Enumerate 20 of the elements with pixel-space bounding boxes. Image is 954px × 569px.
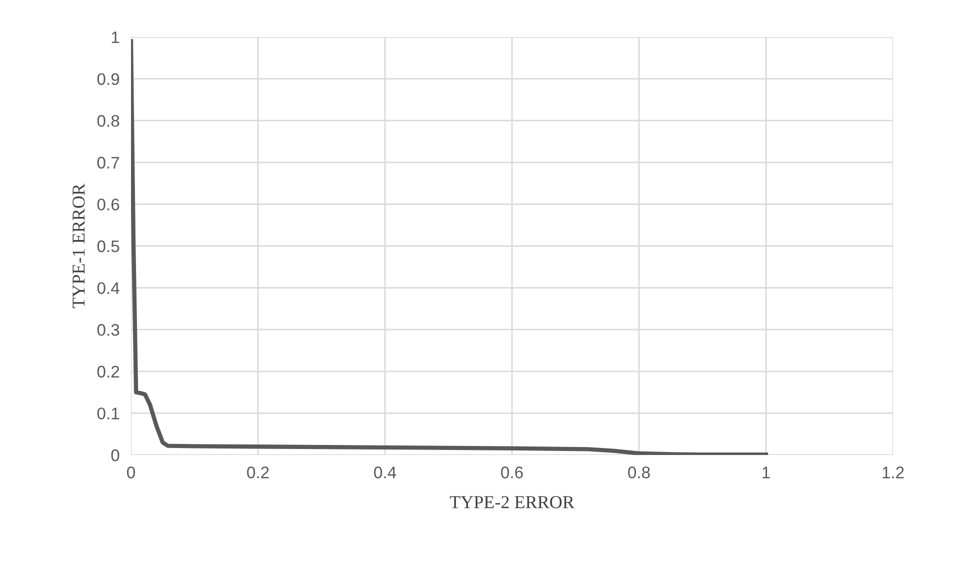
- y-tick-label: 0.7: [97, 156, 120, 169]
- x-tick-label: 1: [762, 466, 770, 478]
- x-tick-label: 0.8: [628, 466, 650, 478]
- x-tick-label: 0.2: [247, 466, 269, 478]
- y-tick-label: 0: [111, 449, 120, 462]
- y-tick-label: 0.3: [97, 324, 120, 336]
- x-tick-label: 0.4: [374, 466, 396, 478]
- y-axis-title: TYPE-1 ERROR: [72, 184, 85, 308]
- x-tick-label: 0.6: [501, 466, 523, 478]
- x-tick-label: 0: [127, 466, 135, 478]
- y-tick-label: 0.2: [97, 366, 120, 378]
- y-tick-label: 0.4: [97, 282, 120, 294]
- y-tick-label: 0.1: [97, 408, 120, 420]
- y-tick-label: 0.9: [97, 73, 120, 86]
- y-tick-label: 0.6: [97, 198, 120, 210]
- y-tick-label: 0.8: [97, 115, 120, 127]
- x-tick-label: 1.2: [882, 466, 904, 478]
- y-tick-label: 1: [112, 32, 120, 44]
- x-axis-title: TYPE-2 ERROR: [450, 496, 574, 508]
- y-tick-label: 0.5: [97, 240, 120, 252]
